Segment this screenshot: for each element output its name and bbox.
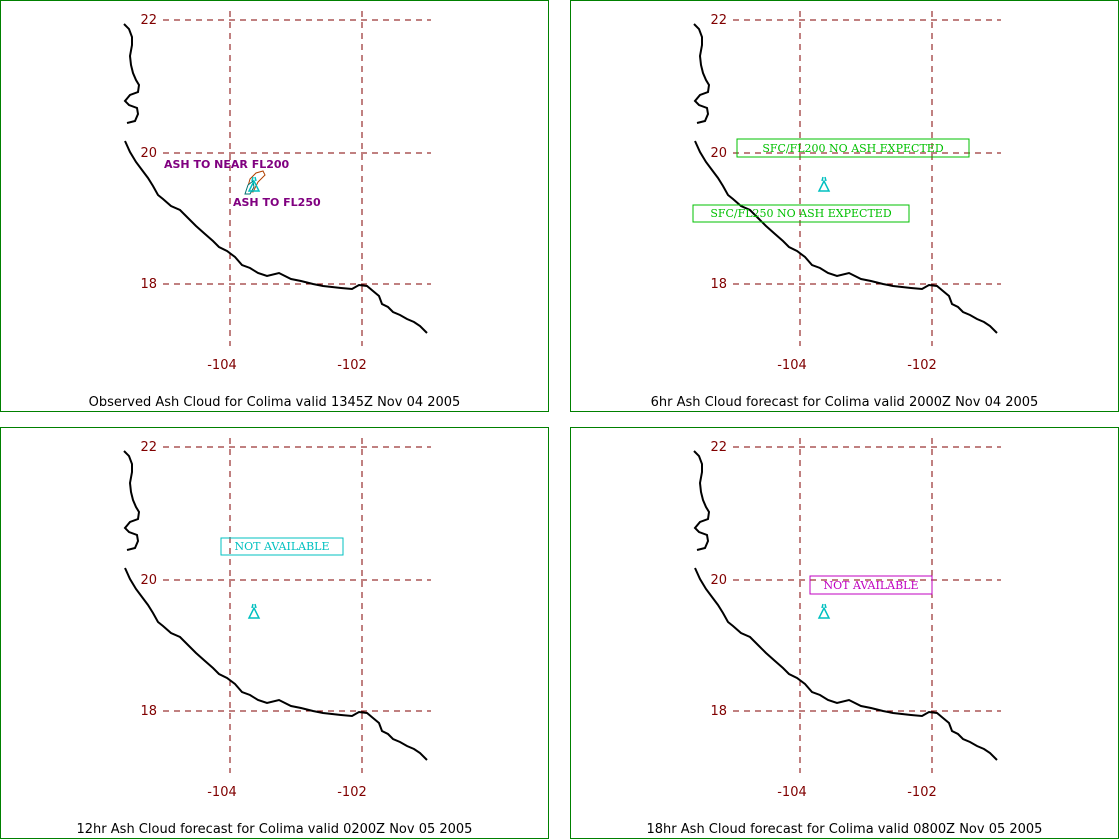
lon-label-102: -102 — [337, 785, 367, 800]
volcano-icon — [817, 603, 831, 619]
lat-label-20: 20 — [140, 573, 157, 588]
map-panel-18hr: 22 20 18 -104 -102 NOT AVAILABLE 18hr As… — [570, 427, 1119, 839]
map-panel-12hr: 22 20 18 -104 -102 NOT AVAILABLE 12hr As… — [0, 427, 549, 839]
map-canvas: 22 20 18 -104 -102 NOT AVAILABLE — [693, 438, 1001, 800]
lat-label-20: 20 — [710, 146, 727, 161]
no-ash-label-fl250: SFC/FL250 NO ASH EXPECTED — [710, 207, 892, 220]
no-ash-box-fl200 — [736, 138, 970, 158]
lon-label-102: -102 — [337, 358, 367, 373]
lat-label-22: 22 — [710, 440, 727, 455]
not-available-box — [809, 575, 933, 595]
coastline — [694, 140, 998, 334]
volcano-icon — [817, 176, 831, 192]
lat-lon-grid — [163, 11, 431, 346]
lat-label-22: 22 — [140, 440, 157, 455]
no-ash-label-fl200: SFC/FL200 NO ASH EXPECTED — [762, 142, 944, 155]
lat-label-18: 18 — [140, 704, 157, 719]
coastline-north — [123, 450, 141, 551]
panel-caption: Observed Ash Cloud for Colima valid 1345… — [88, 395, 461, 410]
lat-label-22: 22 — [710, 13, 727, 28]
coastline — [124, 567, 428, 761]
panel-caption: 12hr Ash Cloud forecast for Colima valid… — [76, 822, 473, 837]
lat-lon-grid — [163, 438, 431, 773]
lat-lon-grid — [733, 438, 1001, 773]
volcano-icon — [247, 176, 261, 192]
lat-label-22: 22 — [140, 13, 157, 28]
panel-caption: 18hr Ash Cloud forecast for Colima valid… — [646, 822, 1043, 837]
lon-label-104: -104 — [207, 358, 237, 373]
lon-label-102: -102 — [907, 785, 937, 800]
map-canvas: 22 20 18 -104 -102 NOT AVAILABLE — [123, 438, 431, 800]
map-panel-observed: 22 20 18 -104 -102 ASH TO NEAR FL200 ASH… — [0, 0, 549, 412]
map-panel-6hr: 22 20 18 -104 -102 SFC/FL200 NO ASH EXPE… — [570, 0, 1119, 412]
ash-label-fl200: ASH TO NEAR FL200 — [164, 158, 290, 171]
not-available-label: NOT AVAILABLE — [823, 579, 918, 592]
lat-lon-grid — [733, 11, 1001, 346]
ash-label-fl250: ASH TO FL250 — [233, 196, 321, 209]
map-canvas: 22 20 18 -104 -102 ASH TO NEAR FL200 ASH… — [123, 11, 431, 373]
lat-label-20: 20 — [710, 573, 727, 588]
lon-label-104: -104 — [207, 785, 237, 800]
lat-label-18: 18 — [140, 277, 157, 292]
not-available-label: NOT AVAILABLE — [234, 540, 329, 553]
lat-label-18: 18 — [710, 277, 727, 292]
lat-label-20: 20 — [140, 146, 157, 161]
lon-label-102: -102 — [907, 358, 937, 373]
not-available-box — [220, 537, 344, 556]
no-ash-box-fl250 — [692, 204, 910, 223]
coastline-north — [123, 23, 141, 124]
lat-label-18: 18 — [710, 704, 727, 719]
lon-label-104: -104 — [777, 785, 807, 800]
volcano-icon — [247, 603, 261, 619]
coastline — [124, 140, 428, 334]
coastline-north — [693, 450, 711, 551]
coastline-north — [693, 23, 711, 124]
panel-caption: 6hr Ash Cloud forecast for Colima valid … — [650, 395, 1039, 410]
map-canvas: 22 20 18 -104 -102 SFC/FL200 NO ASH EXPE… — [692, 11, 1001, 373]
lon-label-104: -104 — [777, 358, 807, 373]
coastline — [694, 567, 998, 761]
